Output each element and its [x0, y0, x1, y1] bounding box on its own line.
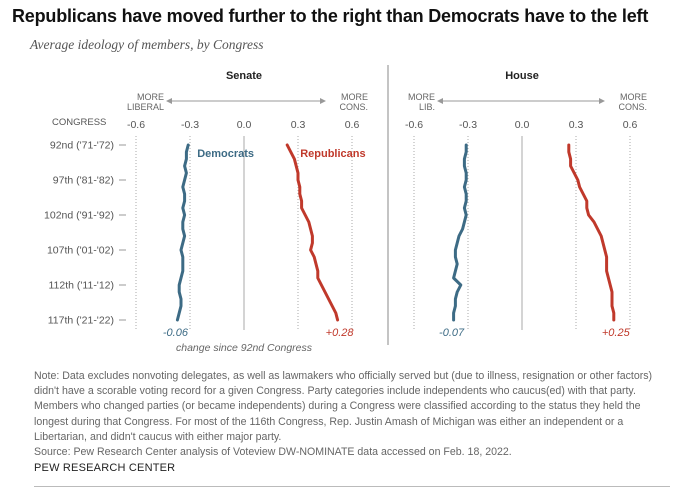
- direction-label-left: MORE: [137, 92, 164, 102]
- change-caption: change since 92nd Congress: [176, 342, 313, 354]
- chart-subtitle: Average ideology of members, by Congress: [30, 37, 264, 52]
- panel-title: Senate: [226, 70, 262, 82]
- panel-title: House: [505, 70, 539, 82]
- republican-change-label: +0.28: [326, 327, 355, 339]
- direction-label-left: LIB.: [419, 102, 435, 112]
- x-tick-label: -0.3: [459, 119, 477, 131]
- direction-label-left: LIBERAL: [127, 102, 164, 112]
- x-tick-label: 0.6: [623, 119, 638, 131]
- ideology-chart: CONGRESS 92nd ('71-'72) 97th ('81-'82) 102n…: [44, 65, 647, 354]
- direction-label-right: CONS.: [339, 102, 368, 112]
- x-tick-label: 0.0: [237, 119, 252, 131]
- x-tick-label: 0.6: [345, 119, 360, 131]
- congress-tick-label: 97th ('81-'82): [53, 175, 114, 187]
- direction-arrow-right-head: [599, 98, 605, 104]
- x-tick-label: 0.0: [515, 119, 530, 131]
- chart-title: Republicans have moved further to the ri…: [12, 6, 649, 26]
- congress-tick-label: 102nd ('91-'92): [44, 210, 114, 222]
- congress-tick-label: 112th ('11-'12): [49, 280, 115, 292]
- brand-logo: PEW RESEARCH CENTER: [34, 462, 176, 474]
- x-tick-label: -0.6: [405, 119, 423, 131]
- congress-tick-label: 92nd ('71-'72): [50, 140, 114, 152]
- democrat-senate-line: [175, 143, 190, 322]
- direction-arrow-left-head: [437, 98, 443, 104]
- x-tick-label: 0.3: [569, 119, 584, 131]
- x-tick-label: -0.3: [181, 119, 199, 131]
- republican-house-line: [567, 143, 616, 322]
- direction-label-right: MORE: [341, 92, 368, 102]
- direction-label-right: CONS.: [618, 102, 647, 112]
- republican-series-label: Republicans: [300, 148, 365, 160]
- x-tick-label: -0.6: [127, 119, 145, 131]
- bottom-divider: [34, 486, 670, 487]
- direction-label-right: MORE: [620, 92, 647, 102]
- republican-change-label: +0.25: [602, 327, 631, 339]
- congress-axis-label: CONGRESS: [52, 117, 106, 128]
- democrat-series-label: Democrats: [197, 148, 254, 160]
- x-tick-label: 0.3: [291, 119, 306, 131]
- congress-tick-label: 107th ('01-'02): [47, 245, 114, 257]
- republican-senate-line: [285, 143, 340, 322]
- direction-arrow-right-head: [320, 98, 326, 104]
- congress-tick-label: 117th ('21-'22): [48, 315, 114, 327]
- direction-arrow-left-head: [166, 98, 172, 104]
- democrat-house-line: [452, 143, 468, 322]
- democrat-change-label: -0.06: [163, 327, 189, 339]
- democrat-change-label: -0.07: [439, 327, 465, 339]
- source-text: Source: Pew Research Center analysis of …: [34, 446, 512, 459]
- direction-label-left: MORE: [408, 92, 435, 102]
- note-text: Note: Data excludes nonvoting delegates,…: [34, 370, 653, 443]
- chart-note: Note: Data excludes nonvoting delegates,…: [34, 369, 670, 460]
